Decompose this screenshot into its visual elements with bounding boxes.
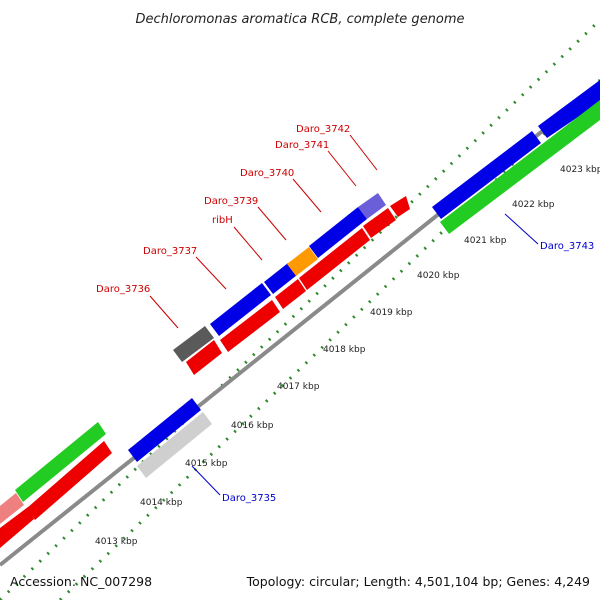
gene-label-layer: Daro_3736 Daro_3737 ribH Daro_3739 Daro_… [96, 124, 594, 504]
kbp-label-layer: 4013 kbp 4014 kbp 4015 kbp 4016 kbp 4017… [95, 165, 600, 547]
gene-light-gray[interactable] [137, 412, 212, 478]
gene-red-3[interactable] [275, 279, 306, 309]
leader-daro-3735 [191, 465, 221, 496]
kbp-label-4013: 4013 kbp [95, 537, 138, 547]
gene-green-right[interactable] [440, 100, 600, 234]
leader-daro-3743 [504, 213, 539, 245]
kbp-label-4014: 4014 kbp [140, 498, 183, 508]
leader-daro-3737 [195, 256, 227, 290]
accession-text: Accession: NC_007298 [10, 574, 152, 589]
gene-label-daro-3742[interactable]: Daro_3742 [296, 124, 350, 135]
other-genes [0, 100, 600, 524]
gene-label-daro-3737[interactable]: Daro_3737 [143, 246, 197, 257]
gene-daro-3736[interactable] [173, 326, 214, 362]
leader-ribh [233, 226, 263, 261]
gene-label-daro-3741[interactable]: Daro_3741 [275, 140, 329, 151]
outer-tick-ring [0, 18, 600, 600]
kbp-label-4019: 4019 kbp [370, 308, 413, 318]
gene-daro-3740[interactable] [358, 193, 386, 219]
gene-daro-3743[interactable] [432, 131, 541, 219]
gene-riby[interactable] [264, 263, 297, 294]
kbp-label-4018: 4018 kbp [323, 345, 366, 355]
kbp-label-4023: 4023 kbp [560, 165, 600, 175]
leader-daro-3736 [149, 295, 179, 329]
gene-label-ribh[interactable]: ribH [212, 215, 233, 226]
topology-summary: Topology: circular; Length: 4,501,104 bp… [246, 574, 590, 589]
gene-daro-3737[interactable] [210, 283, 271, 336]
leader-lines [149, 134, 539, 496]
gene-green-left[interactable] [15, 422, 106, 502]
leader-daro-3742 [349, 134, 378, 171]
kbp-label-4016: 4016 kbp [231, 421, 274, 431]
gene-red-lower-left-2[interactable] [0, 507, 34, 548]
gene-label-daro-3739[interactable]: Daro_3739 [204, 196, 258, 207]
forward-strand-genes [128, 80, 600, 462]
gene-label-daro-3735[interactable]: Daro_3735 [222, 493, 276, 504]
map-title: Dechloromonas aromatica RCB, complete ge… [135, 12, 464, 27]
kbp-label-4021: 4021 kbp [464, 236, 507, 246]
leader-daro-3740 [292, 178, 322, 213]
gene-label-daro-3736[interactable]: Daro_3736 [96, 284, 150, 295]
leader-daro-3741 [327, 150, 357, 187]
inner-tick-ring [58, 78, 600, 600]
kbp-label-4022: 4022 kbp [512, 200, 555, 210]
reverse-strand-genes [0, 196, 410, 548]
gene-red-1[interactable] [186, 340, 222, 375]
gene-daro-3739[interactable] [309, 207, 367, 258]
gene-daro-3735[interactable] [128, 398, 201, 462]
gene-label-daro-3743[interactable]: Daro_3743 [540, 241, 594, 252]
gene-red-2[interactable] [220, 300, 280, 352]
gene-red-6[interactable] [390, 196, 410, 217]
gene-red-5[interactable] [363, 208, 396, 238]
gene-pink[interactable] [0, 493, 24, 524]
gene-top-right[interactable] [538, 80, 600, 138]
gene-red-4[interactable] [299, 228, 370, 290]
kbp-label-4020: 4020 kbp [417, 271, 460, 281]
kbp-label-4015: 4015 kbp [185, 459, 228, 469]
kbp-label-4017: 4017 kbp [277, 382, 320, 392]
gene-label-daro-3740[interactable]: Daro_3740 [240, 168, 294, 179]
gene-ribh[interactable] [287, 247, 318, 276]
gene-red-lower-left[interactable] [27, 441, 112, 520]
leader-daro-3739 [257, 206, 287, 241]
